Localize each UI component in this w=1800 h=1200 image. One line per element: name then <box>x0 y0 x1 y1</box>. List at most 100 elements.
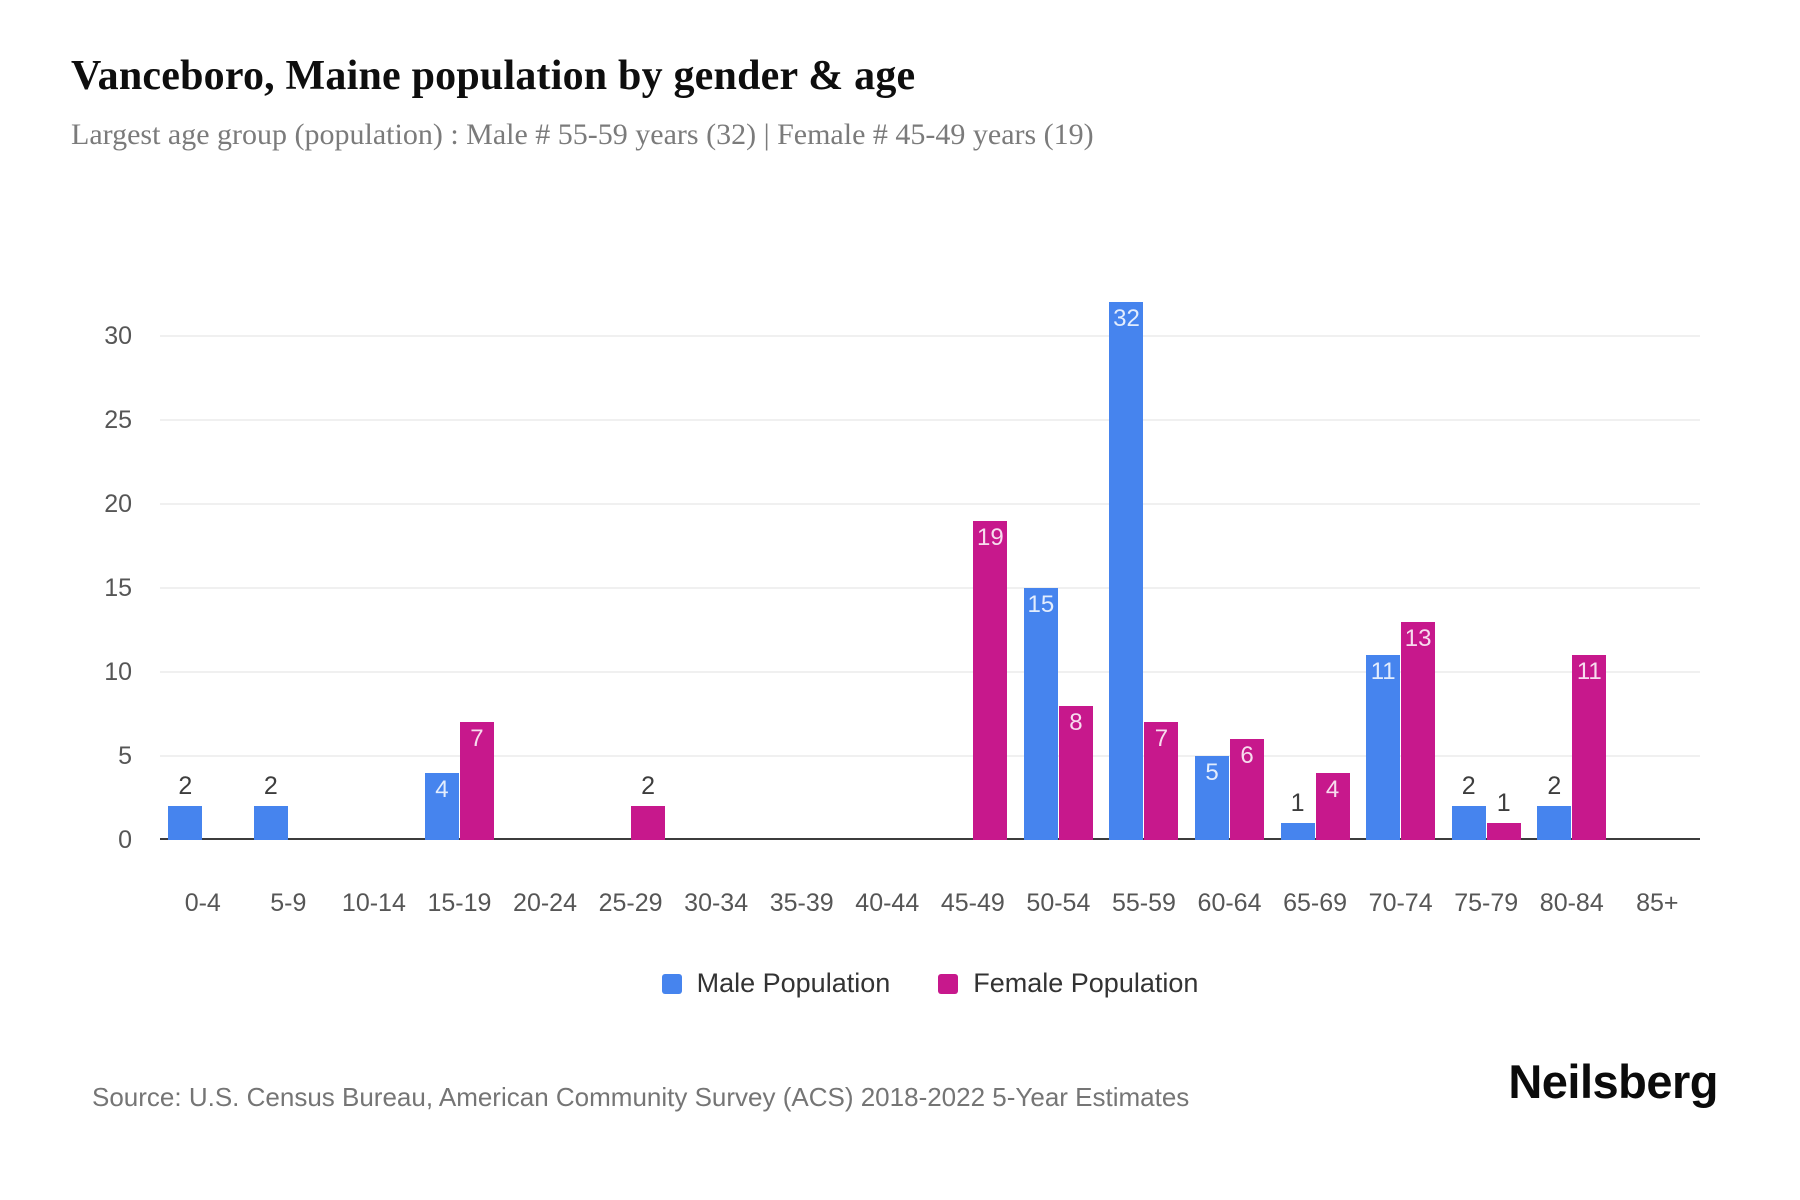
x-axis: 0-4 5-9 10-14 15-19 20-24 25-29 30-34 35-39 40-4… <box>160 888 1700 918</box>
x-tick-35-39: 35-39 <box>769 889 834 917</box>
bar-group-50-54: 15 8 <box>1016 230 1102 840</box>
x-tick-80-84: 80-84 <box>1539 889 1604 917</box>
bar-group-70-74: 11 13 <box>1358 230 1444 840</box>
bar-value-label: 5 <box>1205 759 1219 786</box>
x-tick-25-29: 25-29 <box>598 889 663 917</box>
gridline-25 <box>160 419 1700 421</box>
bar-female-55-59[interactable]: 7 <box>1144 722 1179 840</box>
bar-female-60-64[interactable]: 6 <box>1230 739 1265 840</box>
source-text: Source: U.S. Census Bureau, American Com… <box>92 1082 1190 1112</box>
y-tick-25: 25 <box>104 406 132 434</box>
bar-male-50-54[interactable]: 15 <box>1023 588 1058 840</box>
bar-male-5-9[interactable]: 2 <box>253 772 288 840</box>
x-tick-0-4: 0-4 <box>184 889 221 917</box>
gridline-30 <box>160 335 1700 337</box>
bar-value-label: 6 <box>1240 742 1254 770</box>
bar-female-80-84[interactable]: 11 <box>1572 655 1607 840</box>
x-tick-10-14: 10-14 <box>341 889 406 917</box>
x-tick-55-59: 55-59 <box>1111 889 1176 917</box>
bar-male-75-79[interactable]: 2 <box>1451 772 1486 840</box>
x-tick-70-74: 70-74 <box>1368 889 1433 917</box>
bar-value-label: 32 <box>1113 305 1140 333</box>
bar-male-70-74[interactable]: 11 <box>1366 655 1401 840</box>
bar-value-label: 4 <box>435 775 449 803</box>
x-tick-40-44: 40-44 <box>855 889 920 917</box>
x-tick-45-49: 45-49 <box>940 889 1005 917</box>
bar-group-0-4: 2 <box>160 230 246 840</box>
bar-value-label: 7 <box>470 725 484 753</box>
x-tick-65-69: 65-69 <box>1283 889 1348 917</box>
bar-female-25-29[interactable]: 2 <box>631 772 666 840</box>
bar-female-70-74[interactable]: 13 <box>1401 621 1436 840</box>
legend-item-female[interactable]: Female Population <box>938 968 1198 999</box>
gridline-20 <box>160 503 1700 505</box>
brand-logo: Neilsberg <box>1508 1055 1718 1108</box>
bar-group-45-49: 19 <box>930 230 1016 840</box>
bar-group-25-29: 2 <box>588 230 674 840</box>
bar-value-label: 2 <box>1461 772 1476 801</box>
bar-value-label: 2 <box>1547 772 1562 801</box>
bar-value-label: 2 <box>641 772 656 801</box>
bar-group-80-84: 2 11 <box>1529 230 1615 840</box>
bar-male-55-59[interactable]: 32 <box>1109 302 1144 840</box>
bar-male-80-84[interactable]: 2 <box>1537 772 1572 840</box>
bar-female-50-54[interactable]: 8 <box>1058 705 1093 840</box>
x-axis-line <box>160 838 1700 840</box>
bar-value-label: 19 <box>976 523 1004 551</box>
bar-groups: 2 2 4 7 2 19 15 8 32 7 5 6 1 4 11 13 2 1 2 11 <box>160 230 1700 840</box>
plot-area: 2 2 4 7 2 19 15 8 32 7 5 6 1 4 11 13 2 1 2 11 <box>160 230 1700 840</box>
bar-female-15-19[interactable]: 7 <box>459 722 494 840</box>
bar-value-label: 8 <box>1069 708 1083 736</box>
x-tick-5-9: 5-9 <box>270 889 307 917</box>
bar-male-15-19[interactable]: 4 <box>424 772 459 840</box>
bar-group-85+ <box>1615 230 1701 840</box>
legend-label: Male Population <box>696 968 891 998</box>
x-tick-15-19: 15-19 <box>427 889 492 917</box>
bar-value-label: 15 <box>1027 591 1055 618</box>
page-subtitle: Largest age group (population) : Male # … <box>71 118 1094 151</box>
x-tick-50-54: 50-54 <box>1026 889 1091 917</box>
bar-group-40-44 <box>845 230 931 840</box>
y-tick-30: 30 <box>104 322 132 350</box>
bar-value-label: 11 <box>1370 658 1396 686</box>
x-tick-60-64: 60-64 <box>1197 889 1262 917</box>
bar-group-30-34 <box>673 230 759 840</box>
bar-value-label: 4 <box>1325 775 1340 803</box>
bar-group-20-24 <box>502 230 588 840</box>
bar-value-label: 2 <box>178 772 193 801</box>
bar-group-10-14 <box>331 230 417 840</box>
bar-value-label: 11 <box>1576 658 1602 686</box>
bar-female-45-49[interactable]: 19 <box>973 520 1008 840</box>
bar-female-75-79[interactable]: 1 <box>1486 789 1521 840</box>
y-tick-20: 20 <box>104 490 132 518</box>
legend-item-male[interactable]: Male Population <box>661 968 891 999</box>
gridline-10 <box>160 671 1700 673</box>
bar-value-label: 1 <box>1496 789 1511 818</box>
legend-label: Female Population <box>973 968 1199 998</box>
y-tick-15: 15 <box>104 574 132 602</box>
legend: Male Population Female Population <box>160 968 1700 999</box>
gridline-15 <box>160 587 1700 589</box>
bar-male-65-69[interactable]: 1 <box>1280 789 1315 840</box>
bar-male-0-4[interactable]: 2 <box>168 772 203 840</box>
bar-value-label: 1 <box>1290 789 1305 818</box>
bar-female-65-69[interactable]: 4 <box>1315 772 1350 840</box>
bar-value-label: 7 <box>1154 725 1169 753</box>
bar-value-label: 13 <box>1404 624 1432 652</box>
y-axis: 0 5 10 15 20 25 30 <box>0 230 148 854</box>
bar-group-35-39 <box>759 230 845 840</box>
bar-group-5-9: 2 <box>246 230 332 840</box>
x-tick-75-79: 75-79 <box>1454 889 1519 917</box>
legend-swatch-male-icon <box>661 973 682 994</box>
y-tick-10: 10 <box>104 658 132 686</box>
page-title: Vanceboro, Maine population by gender & … <box>71 53 916 99</box>
bar-group-55-59: 32 7 <box>1101 230 1187 840</box>
bar-male-60-64[interactable]: 5 <box>1195 756 1230 840</box>
y-tick-5: 5 <box>118 742 132 770</box>
x-tick-30-34: 30-34 <box>684 889 749 917</box>
